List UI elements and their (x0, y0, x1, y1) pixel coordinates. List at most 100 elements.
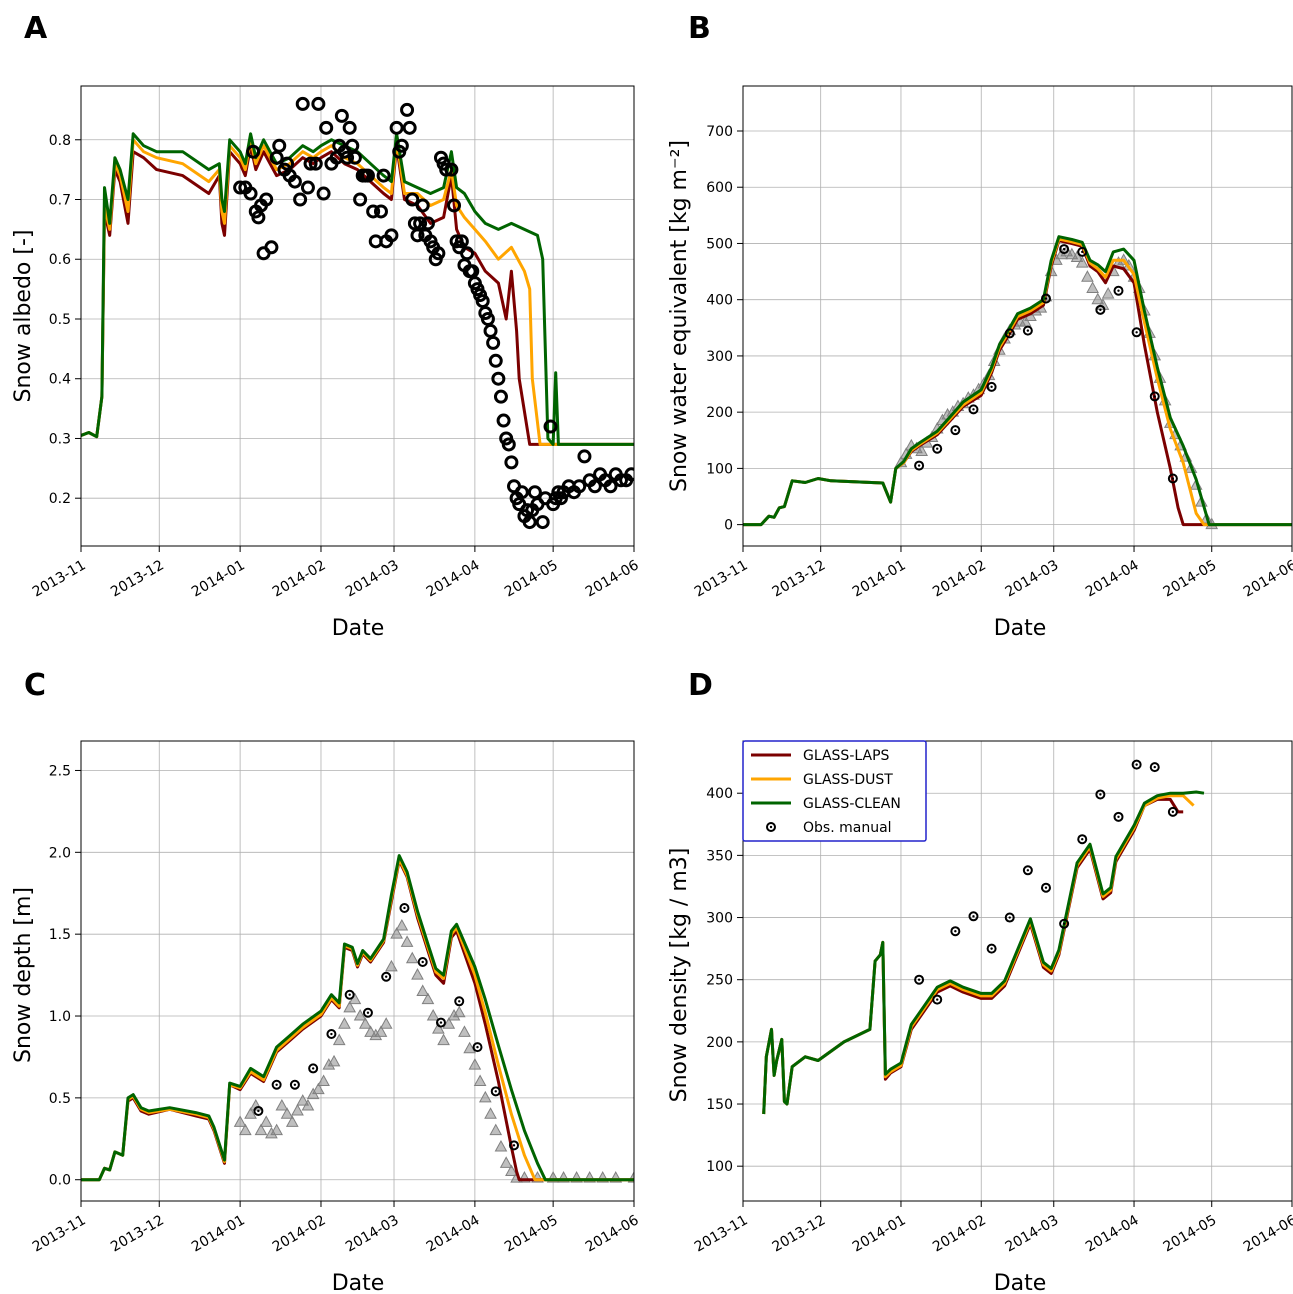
obs-circle-center (1081, 250, 1084, 254)
y-tick-label: 0 (724, 518, 733, 534)
panel-b: B 2013-11 2013-12 2014-01 2014-02 2014-03 201… (667, 11, 1293, 641)
x-tick-label: 2014-03 (343, 1212, 402, 1255)
obs-circle-point (1059, 918, 1070, 929)
obs-triangle-point (1086, 281, 1099, 293)
series-line-laps (743, 239, 1292, 527)
obs-triangle-point (1018, 315, 1032, 327)
obs-triangle-point (473, 1074, 487, 1086)
obs-triangle-point (338, 1017, 351, 1029)
legend-label: GLASS-CLEAN (803, 796, 901, 812)
y-tick-label: 1.0 (49, 1009, 71, 1025)
obs-circle-point (444, 162, 459, 177)
x-tick-label: 2013-12 (770, 1212, 829, 1255)
obs-triangle-point (421, 992, 435, 1005)
obs-circle-center (1099, 308, 1102, 312)
obs-triangle-point (270, 1123, 283, 1136)
y-tick-label: 0.8 (49, 133, 71, 149)
y-tick-label: 500 (706, 236, 733, 252)
series-line-clean (743, 235, 1292, 527)
y-tick-label: 600 (706, 180, 733, 196)
y-tick-label: 100 (706, 461, 733, 477)
obs-circle-point (246, 144, 261, 159)
obs-circle-center (330, 1032, 333, 1036)
obs-circle-point (308, 156, 323, 171)
obs-triangle-point (275, 1099, 289, 1111)
y-tick-label: 0.0 (49, 1173, 71, 1189)
obs-circle-point (603, 479, 618, 494)
y-tick-label: 0.3 (49, 431, 71, 447)
obs-triangle-point (484, 1107, 497, 1119)
obs-triangle-point (254, 1123, 268, 1136)
obs-triangle-point (385, 959, 398, 972)
obs-circle-point (308, 1063, 319, 1074)
obs-circle-point (587, 479, 602, 494)
series-line-clean (762, 790, 1205, 1115)
obs-circle-center (1135, 331, 1138, 334)
obs-triangle-point (259, 1115, 273, 1127)
obs-circle-point (1167, 806, 1178, 817)
obs-circle-point (360, 168, 375, 183)
obs-triangle-point (1075, 256, 1089, 268)
obs-circle-point (572, 479, 587, 494)
panel-d: D 2013-11 2013-12 2014-01 2014-02 2014-03 201… (667, 668, 1293, 1294)
obs-circle-center (1062, 922, 1066, 925)
plot-data (743, 235, 1292, 530)
obs-circle-point (460, 246, 475, 261)
plot-frame (80, 740, 635, 1202)
obs-circle-point (435, 1017, 446, 1028)
obs-circle-center (917, 464, 921, 467)
obs-triangle-point (327, 1054, 341, 1067)
obs-triangle-point (1081, 270, 1094, 282)
obs-triangle-point (452, 1005, 466, 1018)
x-tick-label: 2014-05 (1161, 557, 1220, 600)
y-tick-label: 1.5 (49, 927, 71, 943)
obs-circle-point (264, 240, 279, 255)
obs-circle-point (986, 381, 997, 392)
legend-label: Obs. manual (803, 820, 892, 836)
obs-circle-point (491, 371, 506, 386)
obs-triangle-point (301, 1099, 315, 1111)
panel-a: A 2013-11 2013-12 2014-01 2014-02 2014-03 201… (11, 11, 642, 641)
y-tick-label: 0.6 (49, 252, 71, 268)
obs-circle-point (514, 485, 529, 500)
obs-circle-center (1153, 395, 1156, 398)
obs-triangle-point (489, 1123, 503, 1136)
obs-triangle-point (1091, 292, 1105, 305)
obs-circle-point (454, 234, 469, 249)
obs-circle-center (990, 947, 993, 950)
x-tick-label: 2014-06 (1241, 1212, 1293, 1255)
obs-circle-center (990, 385, 993, 389)
x-tick-label: 2014-04 (424, 1212, 483, 1255)
obs-triangle-point (317, 1074, 330, 1086)
obs-circle-point (493, 389, 508, 404)
panel-c: C 2013-11 2013-12 2014-01 2014-02 2014-03 201… (11, 668, 642, 1294)
obs-circle-point (950, 926, 961, 937)
obs-circle-center (257, 1109, 260, 1113)
series-line-dust (81, 138, 634, 446)
obs-circle-point (1077, 834, 1088, 845)
y-tick-label: 0.5 (49, 1091, 71, 1107)
obs-circle-point (373, 204, 388, 219)
obs-triangle-point (494, 1139, 508, 1152)
obs-circle-point (413, 216, 428, 231)
obs-circle-point (1022, 325, 1033, 336)
obs-circle-point (932, 443, 943, 454)
x-tick-label: 2014-04 (424, 557, 483, 600)
obs-circle-point (509, 1140, 520, 1151)
obs-circle-center (1026, 329, 1030, 332)
obs-circle-point (624, 467, 634, 482)
obs-triangle-point (505, 1164, 518, 1177)
obs-circle-center (1117, 289, 1120, 292)
x-axis-label-c: Date (332, 1271, 385, 1294)
obs-circle-center (512, 1144, 516, 1147)
obs-circle-center (954, 930, 957, 933)
y-tick-label: 250 (706, 973, 733, 989)
y-tick-label: 200 (706, 405, 733, 421)
obs-circle-center (972, 915, 975, 918)
y-tick-label: 2.0 (49, 845, 71, 861)
obs-circle-point (400, 102, 415, 117)
x-tick-label: 2014-02 (270, 1212, 329, 1255)
obs-triangle-point (332, 1033, 346, 1046)
y-axis-label-c: Snow depth [m] (11, 887, 36, 1063)
plot-area-b: 2013-11 2013-12 2014-01 2014-02 2014-03 2014-… (692, 85, 1293, 600)
